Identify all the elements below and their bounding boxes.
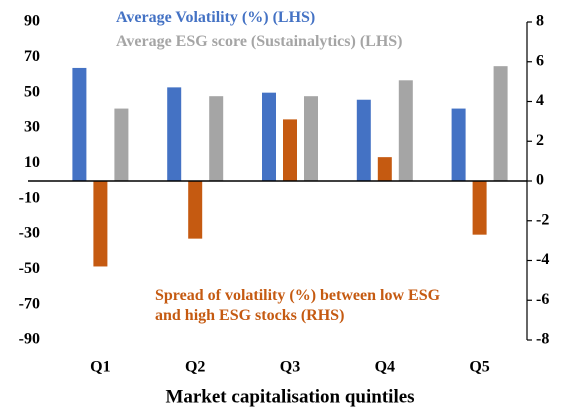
x-tick-label: Q2 [185, 359, 205, 376]
y-tick-label: -10 [19, 189, 40, 206]
bar [262, 92, 276, 181]
x-axis-title: Market capitalisation quintiles [165, 386, 414, 407]
bar [209, 96, 224, 181]
y2-tick-label: 2 [536, 132, 544, 149]
bar [283, 119, 297, 181]
bar [451, 108, 466, 181]
bar [167, 87, 182, 181]
bar [114, 108, 129, 181]
y-tick-label: 10 [24, 154, 40, 171]
y-tick-label: -90 [19, 331, 40, 348]
y2-tick-label: 6 [536, 52, 544, 69]
bar [72, 67, 87, 181]
y-tick-label: -70 [19, 295, 40, 312]
y2-tick-label: -2 [536, 211, 549, 228]
bar [493, 66, 508, 181]
bar [356, 99, 371, 181]
bar [304, 96, 318, 181]
legend-entry: Spread of volatility (%) between low ESG… [155, 287, 441, 324]
x-tick-label: Q4 [375, 359, 395, 376]
bar [398, 80, 413, 181]
legend-entry: Average Volatility (%) (LHS) [116, 9, 316, 26]
x-tick-label: Q5 [469, 359, 489, 376]
y-tick-label: 90 [24, 13, 40, 30]
y2-tick-label: -8 [536, 331, 549, 348]
bar [93, 181, 108, 267]
y2-tick-label: -6 [536, 291, 549, 308]
legend-entry: Average ESG score (Sustainalytics) (LHS) [116, 33, 403, 50]
bar [188, 181, 203, 239]
x-tick-label: Q1 [90, 359, 110, 376]
y-tick-label: 30 [24, 119, 40, 136]
x-tick-label: Q3 [280, 359, 300, 376]
y-tick-label: 70 [24, 48, 40, 65]
y2-tick-label: -4 [536, 251, 549, 268]
y-tick-label: 50 [24, 83, 40, 100]
y-tick-label: -50 [19, 260, 40, 277]
y-tick-label: -30 [19, 225, 40, 242]
y2-tick-label: 4 [536, 92, 544, 109]
bar [472, 181, 487, 235]
bar [377, 157, 392, 181]
y2-tick-label: 0 [536, 172, 544, 189]
y2-tick-label: 8 [536, 13, 544, 30]
